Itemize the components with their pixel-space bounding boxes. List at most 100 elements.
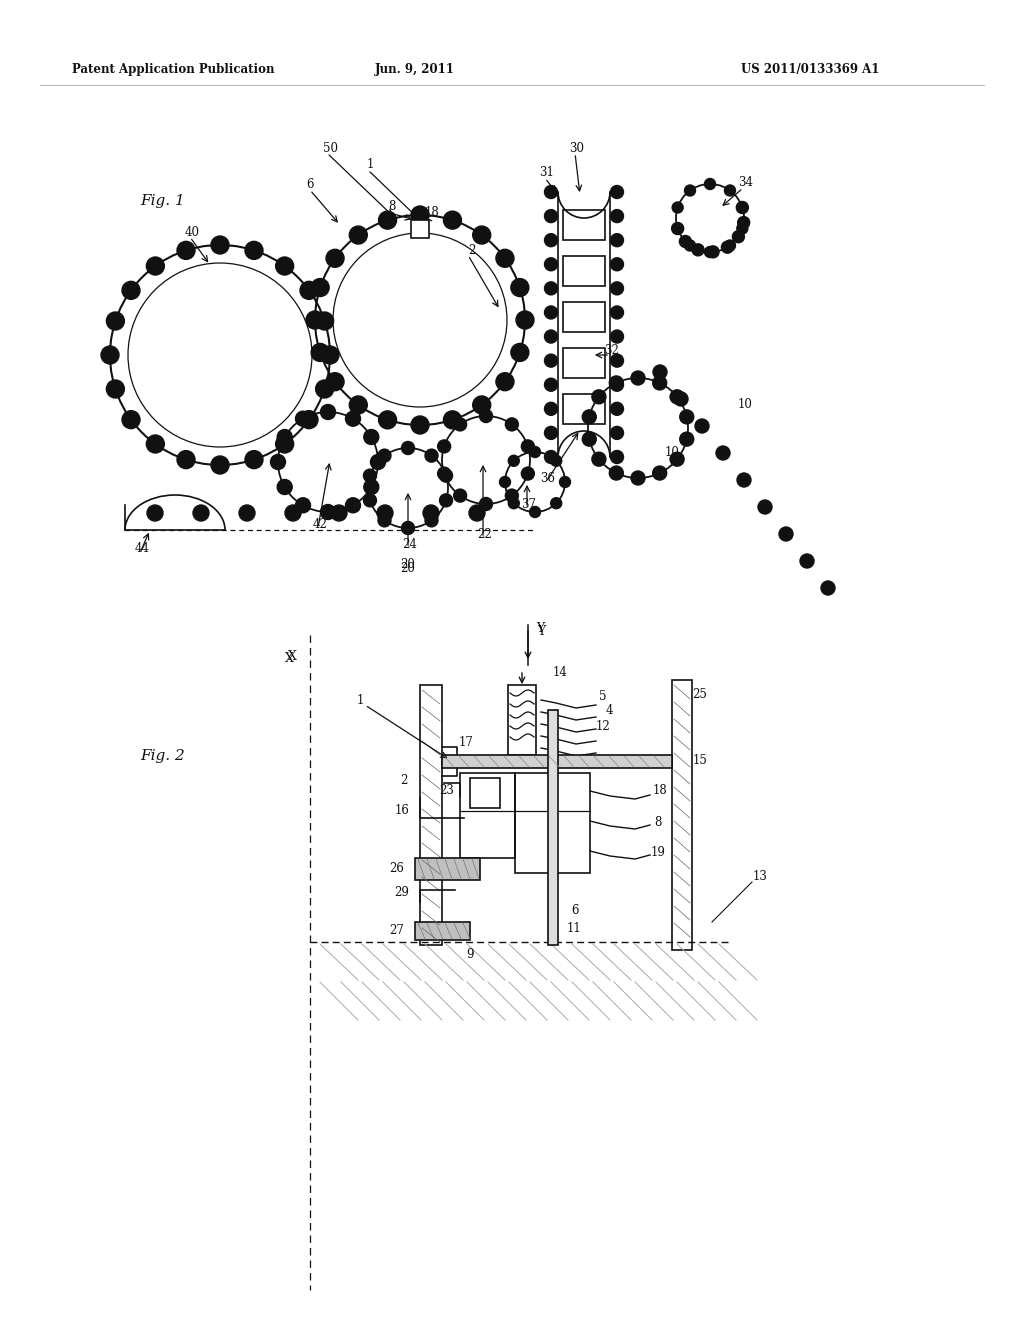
Circle shape bbox=[737, 216, 750, 228]
Text: 1: 1 bbox=[367, 157, 374, 170]
Circle shape bbox=[378, 513, 391, 527]
Circle shape bbox=[311, 343, 329, 362]
Circle shape bbox=[479, 409, 493, 422]
Circle shape bbox=[101, 346, 119, 364]
Text: 31: 31 bbox=[540, 165, 554, 178]
Circle shape bbox=[680, 235, 691, 247]
Circle shape bbox=[652, 376, 667, 389]
Circle shape bbox=[631, 471, 645, 484]
Circle shape bbox=[473, 396, 490, 414]
Text: 23: 23 bbox=[439, 784, 455, 796]
Circle shape bbox=[545, 306, 557, 319]
Circle shape bbox=[631, 371, 645, 385]
Circle shape bbox=[296, 412, 310, 426]
Circle shape bbox=[469, 506, 485, 521]
Circle shape bbox=[193, 506, 209, 521]
Circle shape bbox=[680, 411, 693, 424]
Circle shape bbox=[146, 436, 164, 453]
Circle shape bbox=[707, 246, 719, 257]
Circle shape bbox=[321, 504, 336, 520]
Circle shape bbox=[511, 279, 528, 297]
Circle shape bbox=[147, 506, 163, 521]
Circle shape bbox=[379, 211, 396, 230]
Bar bbox=[415, 858, 480, 880]
Bar bbox=[508, 685, 536, 755]
Circle shape bbox=[437, 467, 451, 480]
Circle shape bbox=[311, 279, 329, 297]
Text: X: X bbox=[285, 652, 294, 665]
Circle shape bbox=[736, 202, 749, 214]
Circle shape bbox=[521, 467, 535, 480]
Text: 32: 32 bbox=[604, 343, 620, 356]
Circle shape bbox=[610, 234, 624, 247]
Circle shape bbox=[245, 242, 263, 260]
Circle shape bbox=[692, 244, 705, 256]
Bar bbox=[460, 774, 515, 858]
Circle shape bbox=[670, 389, 684, 404]
Circle shape bbox=[378, 449, 391, 462]
Text: 25: 25 bbox=[692, 689, 708, 701]
Circle shape bbox=[737, 223, 748, 234]
Text: 17: 17 bbox=[459, 737, 473, 750]
Text: 30: 30 bbox=[569, 141, 585, 154]
Circle shape bbox=[211, 236, 229, 253]
Circle shape bbox=[146, 257, 164, 275]
Text: 20: 20 bbox=[400, 558, 416, 572]
Circle shape bbox=[695, 418, 709, 433]
Circle shape bbox=[321, 404, 336, 420]
Circle shape bbox=[364, 469, 377, 482]
Circle shape bbox=[245, 450, 263, 469]
Circle shape bbox=[270, 454, 286, 470]
Circle shape bbox=[443, 411, 462, 429]
Text: 50: 50 bbox=[323, 141, 338, 154]
Text: 40: 40 bbox=[184, 226, 200, 239]
Circle shape bbox=[559, 477, 570, 487]
Circle shape bbox=[275, 257, 294, 275]
Circle shape bbox=[300, 411, 318, 429]
Circle shape bbox=[326, 372, 344, 391]
Text: 8: 8 bbox=[654, 817, 662, 829]
Circle shape bbox=[306, 312, 324, 329]
Text: 29: 29 bbox=[394, 887, 410, 899]
Circle shape bbox=[545, 210, 557, 223]
Circle shape bbox=[680, 432, 693, 446]
Circle shape bbox=[516, 312, 534, 329]
Text: 26: 26 bbox=[389, 862, 404, 875]
Circle shape bbox=[610, 426, 624, 440]
Circle shape bbox=[583, 411, 596, 424]
Circle shape bbox=[106, 380, 124, 399]
Text: 18: 18 bbox=[425, 206, 439, 219]
Circle shape bbox=[425, 513, 438, 527]
Text: 6: 6 bbox=[570, 903, 579, 916]
Circle shape bbox=[300, 281, 318, 300]
Circle shape bbox=[610, 282, 624, 294]
Circle shape bbox=[529, 446, 541, 458]
Circle shape bbox=[411, 416, 429, 434]
Circle shape bbox=[401, 441, 415, 454]
Text: Fig. 1: Fig. 1 bbox=[140, 194, 184, 209]
Circle shape bbox=[349, 226, 368, 244]
Circle shape bbox=[285, 506, 301, 521]
Text: 42: 42 bbox=[312, 517, 328, 531]
Circle shape bbox=[610, 403, 624, 416]
Bar bbox=[563, 256, 605, 286]
Circle shape bbox=[411, 206, 429, 224]
Circle shape bbox=[377, 506, 393, 521]
Circle shape bbox=[821, 581, 835, 595]
Circle shape bbox=[551, 455, 562, 466]
Circle shape bbox=[545, 426, 557, 440]
Circle shape bbox=[545, 257, 557, 271]
Text: Y: Y bbox=[536, 622, 544, 635]
Circle shape bbox=[425, 449, 438, 462]
Circle shape bbox=[508, 455, 519, 466]
Text: 2: 2 bbox=[400, 774, 408, 787]
Text: 24: 24 bbox=[402, 537, 418, 550]
Circle shape bbox=[609, 376, 624, 389]
Circle shape bbox=[652, 466, 667, 480]
Circle shape bbox=[379, 411, 396, 429]
Circle shape bbox=[609, 466, 624, 480]
Circle shape bbox=[331, 506, 347, 521]
Circle shape bbox=[349, 396, 368, 414]
Circle shape bbox=[508, 498, 519, 508]
Text: 10: 10 bbox=[737, 399, 753, 412]
